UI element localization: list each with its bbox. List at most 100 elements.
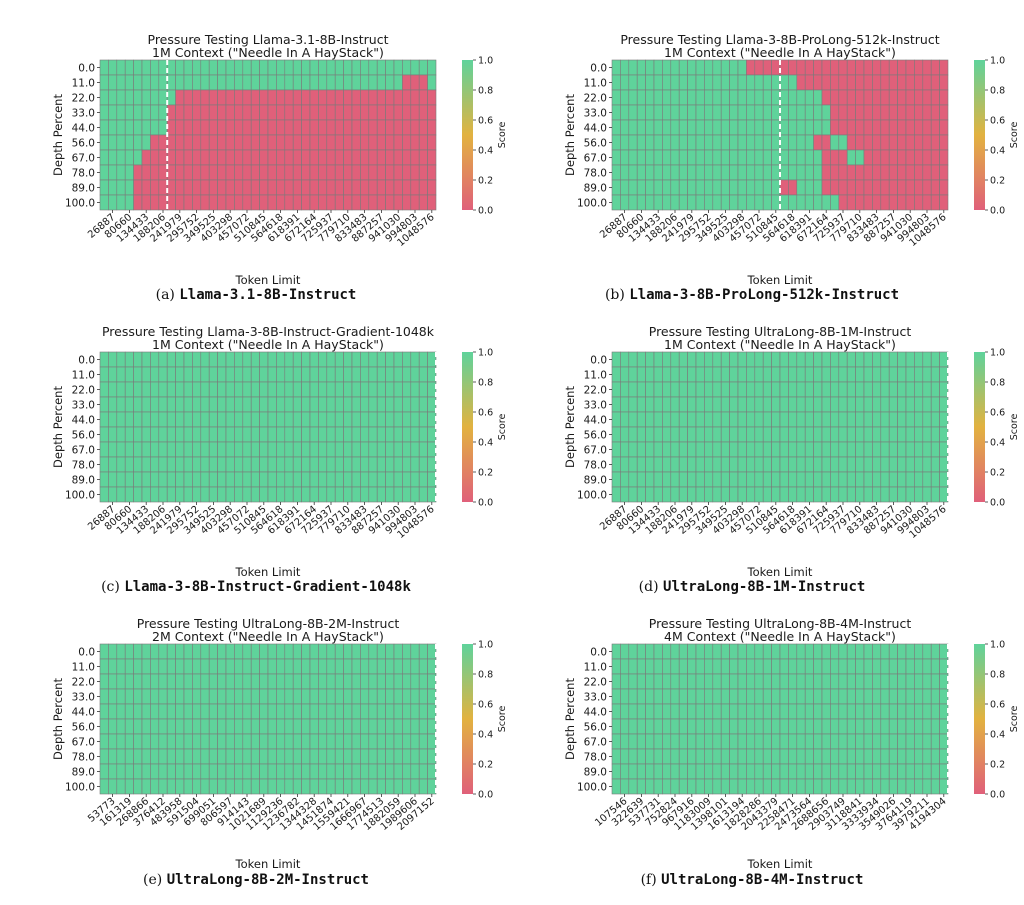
y-tick-label: 78.0 (72, 168, 95, 180)
heatmap-cell (762, 748, 772, 765)
y-tick-label: 11.0 (584, 78, 607, 90)
y-tick-label: 67.0 (72, 737, 95, 749)
heatmap-cell (385, 763, 395, 780)
heatmap-cell (427, 426, 437, 443)
heatmap-cell (158, 194, 168, 211)
heatmap-cell (754, 149, 764, 166)
heatmap-cell (670, 643, 680, 660)
heatmap-cell (704, 194, 714, 211)
heatmap-cell (830, 441, 840, 458)
heatmap-cell (695, 643, 705, 660)
heatmap-cell (687, 441, 697, 458)
heatmap-cell (234, 703, 244, 720)
heatmap-cell (729, 149, 739, 166)
heatmap-cell (888, 119, 898, 136)
heatmap-cell (838, 89, 848, 106)
heatmap-cell (166, 104, 176, 121)
heatmap-cell (166, 396, 176, 413)
heatmap-cell (166, 381, 176, 398)
heatmap-cell (234, 89, 244, 106)
heatmap-cell (217, 441, 227, 458)
heatmap-cell (158, 104, 168, 121)
heatmap-cell (208, 74, 218, 91)
heatmap-cell (427, 89, 437, 106)
heatmap-cell (830, 396, 840, 413)
heatmap-cell (318, 149, 328, 166)
heatmap-cell (351, 194, 361, 211)
heatmap-cell (385, 471, 395, 488)
heatmap-cell (922, 89, 932, 106)
caption-b: (b) Llama-3-8B-ProLong-512k-Instruct (512, 287, 992, 303)
colorbar-tick-label: 0.2 (990, 176, 1005, 187)
heatmap-cell (930, 119, 940, 136)
heatmap-cell (746, 703, 756, 720)
heatmap-cell (712, 673, 722, 690)
heatmap-cell (687, 179, 697, 196)
heatmap-cell (670, 149, 680, 166)
heatmap-cell (863, 733, 873, 750)
heatmap-cell (754, 59, 764, 76)
heatmap-cell (150, 643, 160, 660)
heatmap-cell (796, 89, 806, 106)
heatmap-cell (150, 456, 160, 473)
heatmap-cell (192, 104, 202, 121)
heatmap-cell (662, 748, 672, 765)
heatmap-cell (620, 179, 630, 196)
heatmap-cell (628, 486, 638, 503)
heatmap-cell (662, 179, 672, 196)
heatmap-cell (284, 119, 294, 136)
heatmap-cell (620, 486, 630, 503)
heatmap-cell (813, 748, 823, 765)
heatmap-cell (872, 703, 882, 720)
heatmap-cell (292, 703, 302, 720)
heatmap-cell (880, 778, 890, 795)
heatmap-cell (838, 59, 848, 76)
heatmap-cell (376, 456, 386, 473)
heatmap-cell (360, 748, 370, 765)
heatmap-cell (217, 688, 227, 705)
heatmap-cell (99, 486, 109, 503)
heatmap-cell (628, 351, 638, 368)
heatmap-cell (133, 381, 143, 398)
heatmap-cell (385, 194, 395, 211)
chart-title: Pressure Testing UltraLong-8B-1M-Instruc… (649, 324, 912, 339)
heatmap-cell (628, 396, 638, 413)
heatmap-cell (779, 179, 789, 196)
heatmap-cell (410, 59, 420, 76)
heatmap-cell (108, 763, 118, 780)
heatmap-cell (930, 426, 940, 443)
heatmap-cell (183, 441, 193, 458)
heatmap-cell (360, 471, 370, 488)
heatmap-cell (846, 673, 856, 690)
heatmap-cell (150, 411, 160, 428)
heatmap-cell (385, 456, 395, 473)
heatmap-cell (762, 426, 772, 443)
heatmap-cell (208, 703, 218, 720)
heatmap-cell (771, 74, 781, 91)
heatmap-cell (166, 688, 176, 705)
heatmap-cell (897, 366, 907, 383)
heatmap-cell (754, 381, 764, 398)
heatmap-cell (788, 486, 798, 503)
heatmap-cell (402, 134, 412, 151)
heatmap-cell (863, 718, 873, 735)
heatmap-cell (905, 658, 915, 675)
heatmap-cell (905, 134, 915, 151)
heatmap-cell (334, 149, 344, 166)
heatmap-cell (217, 426, 227, 443)
heatmap-cell (670, 763, 680, 780)
heatmap-cell (175, 134, 185, 151)
heatmap-cell (309, 658, 319, 675)
heatmap-cell (418, 59, 428, 76)
heatmap-cell (687, 104, 697, 121)
heatmap-cell (259, 89, 269, 106)
heatmap-cell (141, 351, 151, 368)
heatmap-cell (133, 149, 143, 166)
heatmap-cell (830, 688, 840, 705)
heatmap-cell (175, 119, 185, 136)
heatmap-cell (183, 381, 193, 398)
heatmap-cell (620, 396, 630, 413)
heatmap-cell (821, 411, 831, 428)
heatmap-cell (796, 441, 806, 458)
heatmap-cell (804, 366, 814, 383)
